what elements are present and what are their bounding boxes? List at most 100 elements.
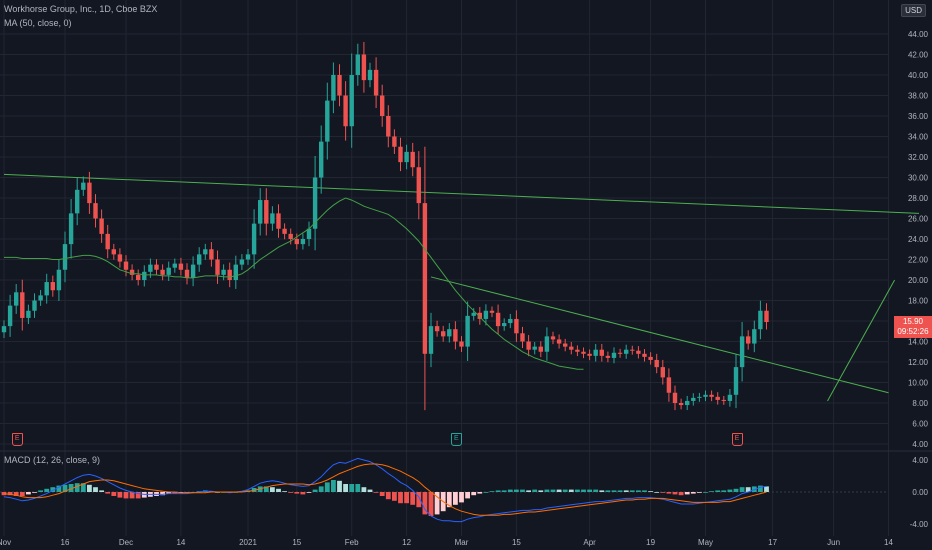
candle-body: [410, 151, 415, 168]
macd-bar: [593, 489, 599, 492]
price-tick-label: 24.00: [908, 235, 929, 244]
macd-line: [3, 457, 767, 523]
signal-line: [3, 463, 767, 516]
price-axis[interactable]: 4.006.008.0010.0012.0014.0016.0018.0020.…: [908, 30, 929, 449]
macd-bar: [288, 492, 294, 493]
candle-body: [343, 95, 348, 127]
time-tick-label: May: [698, 538, 713, 547]
price-tick-label: 4.00: [912, 440, 928, 449]
currency-badge[interactable]: USD: [901, 4, 926, 17]
trendline: [430, 276, 889, 394]
macd-bar: [636, 490, 641, 492]
candle-body: [142, 271, 147, 280]
macd-bar: [111, 492, 117, 496]
candle-body: [746, 336, 751, 344]
candle-body: [221, 269, 226, 275]
candle-body: [26, 310, 31, 318]
candle-body: [355, 54, 360, 75]
macd-bar: [331, 480, 336, 492]
candle-body: [575, 349, 580, 352]
macd-histogram: [1, 480, 769, 516]
earnings-marker[interactable]: E: [11, 433, 23, 446]
candle-body: [325, 100, 330, 142]
macd-bar: [562, 489, 568, 492]
candle-body: [758, 310, 763, 330]
candle-body: [392, 136, 397, 147]
macd-bar: [483, 492, 489, 493]
candle-body: [678, 403, 684, 406]
price-tick-label: 30.00: [908, 174, 929, 183]
candle-body: [154, 264, 159, 270]
candle-body: [251, 223, 257, 255]
macd-bar: [80, 483, 86, 492]
candle-body: [715, 396, 720, 400]
time-tick-label: Mar: [455, 538, 469, 547]
candle-body: [270, 213, 275, 224]
macd-bar: [745, 487, 751, 492]
candle-body: [666, 377, 672, 393]
macd-bar: [19, 492, 25, 496]
macd-legend[interactable]: MACD (12, 26, close, 9): [4, 455, 101, 465]
candle-body: [105, 233, 110, 250]
macd-bar: [404, 492, 409, 504]
candle-body: [172, 263, 177, 268]
candle-body: [75, 189, 80, 214]
current-price-label: 15.90 09:52:26: [894, 316, 932, 338]
earnings-marker[interactable]: E: [450, 433, 462, 446]
candle-body: [62, 244, 68, 270]
candle-body: [160, 269, 165, 275]
candle-body: [380, 95, 385, 116]
price-tick-label: 40.00: [908, 71, 929, 80]
macd-bar: [715, 490, 721, 492]
macd-bar: [532, 489, 538, 492]
macd-bar: [62, 484, 68, 492]
candle-body: [739, 336, 745, 368]
price-tick-label: 14.00: [908, 338, 929, 347]
price-tick-label: 42.00: [908, 51, 929, 60]
macd-bar: [1, 492, 7, 496]
price-tick-label: 6.00: [912, 420, 928, 429]
candle-body: [691, 397, 696, 401]
macd-bar: [526, 490, 531, 492]
candle-body: [556, 339, 562, 344]
candle-body: [32, 300, 37, 311]
candle-body: [258, 200, 263, 224]
macd-bar: [392, 492, 397, 501]
time-axis[interactable]: Nov 16 Dec 14 2021 15 Feb 12 Mar 15 Apr 19 May 17 Jun 1…: [0, 538, 893, 547]
macd-bar: [617, 490, 623, 492]
candle-body: [587, 353, 592, 356]
candle-body: [184, 269, 190, 278]
candle-body: [20, 292, 25, 318]
price-tick-label: 32.00: [908, 153, 929, 162]
candle-body: [416, 167, 421, 204]
candle-body: [703, 394, 708, 397]
candle-body: [624, 349, 629, 354]
macd-bar: [477, 492, 483, 494]
candle-body: [337, 75, 342, 96]
ma-legend[interactable]: MA (50, close, 0): [4, 18, 72, 28]
macd-bar: [56, 485, 62, 492]
macd-bar: [568, 489, 574, 492]
macd-bar: [410, 492, 416, 505]
macd-bar: [495, 490, 501, 492]
macd-bar: [44, 488, 50, 492]
price-tick-label: 22.00: [908, 256, 929, 265]
candle-body: [752, 329, 757, 344]
candle-body: [611, 352, 617, 358]
candle-body: [190, 264, 196, 278]
macd-bar: [666, 492, 672, 494]
macd-bar: [611, 490, 617, 492]
time-tick-label: Jun: [827, 538, 840, 547]
macd-bar: [99, 490, 104, 492]
candle-body: [508, 318, 513, 324]
price-tick-label: 10.00: [908, 379, 929, 388]
candle-body: [617, 352, 623, 354]
candle-body: [367, 69, 373, 81]
macd-bar: [105, 492, 111, 494]
candle-body: [477, 312, 482, 319]
macd-bar: [758, 485, 763, 492]
macd-bar: [538, 490, 544, 492]
macd-bar: [367, 489, 373, 492]
earnings-marker[interactable]: E: [731, 433, 743, 446]
